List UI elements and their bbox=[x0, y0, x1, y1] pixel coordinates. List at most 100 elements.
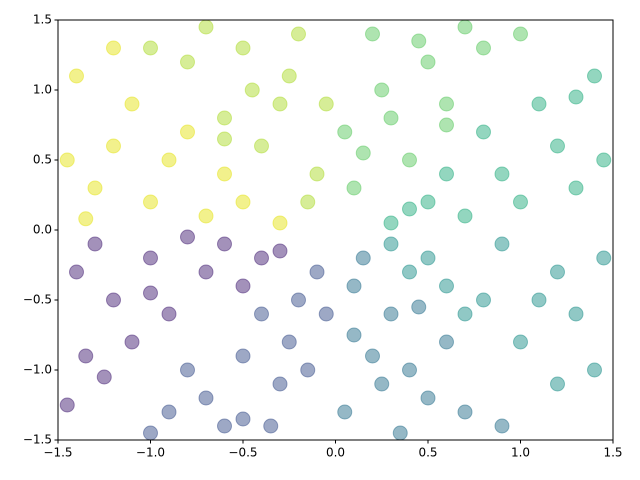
x-tick-label: 1.5 bbox=[603, 446, 622, 460]
scatter-point bbox=[494, 166, 510, 182]
scatter-point bbox=[272, 243, 288, 259]
scatter-point bbox=[198, 19, 214, 35]
scatter-point bbox=[346, 180, 362, 196]
scatter-point bbox=[411, 33, 427, 49]
scatter-point bbox=[420, 250, 436, 266]
scatter-point bbox=[161, 404, 177, 420]
scatter-point bbox=[550, 376, 565, 392]
scatter-point bbox=[494, 418, 510, 434]
scatter-point bbox=[87, 180, 103, 196]
scatter-point bbox=[402, 264, 417, 280]
scatter-point bbox=[180, 362, 195, 378]
scatter-point bbox=[59, 152, 75, 168]
scatter-point bbox=[180, 124, 195, 140]
y-tick-label: 0.5 bbox=[33, 153, 52, 167]
scatter-point bbox=[78, 211, 94, 227]
scatter-point bbox=[439, 96, 454, 112]
scatter-point bbox=[587, 362, 602, 378]
x-tick-label: 0.0 bbox=[326, 446, 345, 460]
scatter-point bbox=[476, 40, 491, 56]
scatter-point bbox=[402, 362, 417, 378]
x-tick-label: −1.5 bbox=[43, 446, 72, 460]
scatter-point bbox=[337, 404, 353, 420]
scatter-point bbox=[106, 292, 121, 308]
scatter-point bbox=[531, 96, 547, 112]
scatter-point bbox=[587, 68, 602, 84]
scatter-point bbox=[235, 40, 251, 56]
scatter-point bbox=[568, 89, 584, 105]
scatter-point bbox=[217, 166, 232, 182]
scatter-point bbox=[217, 418, 232, 434]
scatter-point bbox=[235, 194, 251, 210]
scatter-point bbox=[300, 194, 316, 210]
scatter-point bbox=[96, 369, 112, 385]
scatter-point bbox=[402, 152, 417, 168]
scatter-point bbox=[365, 348, 380, 364]
scatter-point bbox=[69, 264, 84, 280]
scatter-point bbox=[374, 376, 390, 392]
scatter-point bbox=[124, 96, 140, 112]
scatter-point bbox=[124, 334, 140, 350]
scatter-point bbox=[383, 110, 399, 126]
scatter-point bbox=[217, 110, 232, 126]
scatter-point bbox=[143, 285, 158, 301]
scatter-point bbox=[346, 278, 362, 294]
scatter-point bbox=[596, 250, 612, 266]
scatter-point bbox=[457, 306, 473, 322]
scatter-point bbox=[439, 334, 454, 350]
scatter-point bbox=[439, 278, 454, 294]
scatter-point bbox=[198, 264, 214, 280]
scatter-point bbox=[217, 131, 232, 147]
scatter-point bbox=[272, 376, 288, 392]
scatter-point bbox=[143, 425, 158, 441]
scatter-point bbox=[235, 411, 251, 427]
scatter-point bbox=[300, 362, 316, 378]
scatter-point bbox=[217, 236, 232, 252]
scatter-point bbox=[392, 425, 408, 441]
scatter-point bbox=[346, 327, 362, 343]
scatter-point bbox=[106, 40, 121, 56]
scatter-point bbox=[143, 250, 158, 266]
scatter-point bbox=[281, 334, 297, 350]
scatter-point bbox=[235, 348, 251, 364]
scatter-point bbox=[457, 19, 473, 35]
scatter-point bbox=[235, 278, 251, 294]
y-tick-label: −0.5 bbox=[23, 293, 52, 307]
scatter-point bbox=[69, 68, 84, 84]
scatter-point bbox=[198, 208, 214, 224]
scatter-point bbox=[550, 264, 565, 280]
scatter-point bbox=[291, 292, 306, 308]
scatter-point bbox=[383, 306, 399, 322]
y-tick-label: −1.5 bbox=[23, 433, 52, 447]
scatter-point bbox=[476, 124, 491, 140]
scatter-point bbox=[106, 138, 121, 154]
scatter-point bbox=[494, 236, 510, 252]
scatter-point bbox=[439, 166, 454, 182]
scatter-point bbox=[244, 82, 260, 98]
scatter-point bbox=[457, 208, 473, 224]
scatter-point bbox=[383, 236, 399, 252]
x-tick-label: −1.0 bbox=[136, 446, 165, 460]
scatter-point bbox=[272, 215, 288, 231]
scatter-point bbox=[318, 306, 334, 322]
scatter-point bbox=[309, 264, 325, 280]
scatter-point bbox=[457, 404, 473, 420]
scatter-point bbox=[420, 390, 436, 406]
scatter-point bbox=[568, 180, 584, 196]
scatter-point bbox=[254, 250, 269, 266]
scatter-point bbox=[596, 152, 612, 168]
scatter-point bbox=[281, 68, 297, 84]
scatter-point bbox=[198, 390, 214, 406]
scatter-point bbox=[143, 40, 158, 56]
scatter-point bbox=[355, 145, 371, 161]
scatter-point bbox=[318, 96, 334, 112]
scatter-point bbox=[476, 292, 491, 308]
x-tick-label: 1.0 bbox=[511, 446, 530, 460]
scatter-point bbox=[439, 117, 454, 133]
scatter-point bbox=[263, 418, 279, 434]
scatter-point bbox=[180, 229, 195, 245]
x-tick-label: −0.5 bbox=[228, 446, 257, 460]
y-tick-label: 1.5 bbox=[33, 13, 52, 27]
